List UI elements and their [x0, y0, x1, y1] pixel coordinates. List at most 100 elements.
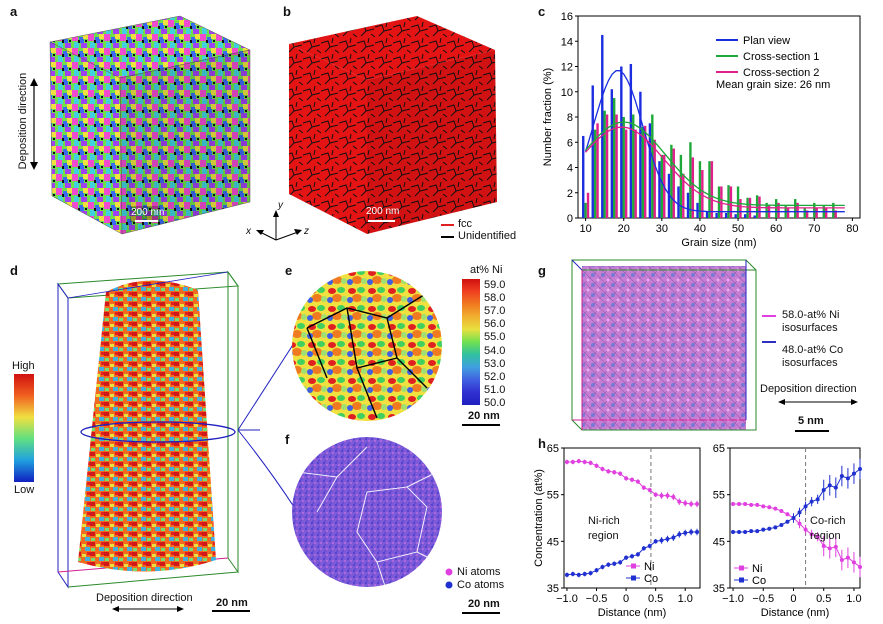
data-point — [683, 531, 687, 535]
x-tick-label: −0.5 — [586, 593, 608, 605]
colorbar-tick-e: 59.0 — [484, 279, 505, 291]
legend-ni-isosurfaces: 58.0-at% Ni isosurfaces — [782, 309, 872, 335]
x-tick-label: −0.5 — [752, 593, 774, 605]
colorbar-e — [462, 279, 480, 405]
y-tick-label: 2 — [567, 188, 573, 200]
data-point — [689, 502, 693, 506]
data-point — [654, 493, 658, 497]
data-point — [761, 528, 765, 532]
data-point — [577, 573, 581, 577]
data-point — [642, 546, 646, 550]
data-point — [816, 497, 820, 501]
data-point — [624, 556, 628, 560]
data-point — [858, 565, 862, 569]
data-point — [606, 563, 610, 567]
legend-label: Co — [644, 573, 658, 585]
data-point — [665, 537, 669, 541]
legend-label: Plan view — [743, 35, 790, 47]
data-point — [589, 571, 593, 575]
legend-ni-atoms: Ni atoms — [457, 566, 500, 578]
data-point — [660, 538, 664, 542]
bar — [804, 208, 806, 218]
data-point — [743, 502, 747, 506]
colorbar-tick-e: 51.0 — [484, 384, 505, 396]
y-tick-label: 10 — [561, 87, 573, 99]
colorbar-tick-e: 58.0 — [484, 292, 505, 304]
ni-concentration-map-e — [287, 268, 447, 428]
x-tick-label: 1.0 — [846, 593, 861, 605]
deposition-direction-label-g: Deposition direction — [760, 383, 857, 395]
bar — [756, 195, 758, 218]
data-point — [642, 486, 646, 490]
x-tick-label: 10 — [579, 223, 591, 235]
bar — [603, 111, 605, 218]
y-tick-label: 8 — [567, 112, 573, 124]
bar — [687, 193, 689, 218]
data-point — [767, 505, 771, 509]
legend-swatches-b — [440, 218, 456, 244]
bar — [651, 114, 653, 218]
data-point — [822, 488, 826, 492]
data-point — [577, 459, 581, 463]
ebsd-cube-a — [40, 6, 280, 238]
y-tick-label: 12 — [561, 62, 573, 74]
colorbar-title-e: at% Ni — [470, 264, 502, 276]
bar — [661, 155, 663, 218]
data-point — [571, 572, 575, 576]
isosurface-box-g — [570, 258, 758, 438]
data-point — [834, 545, 838, 549]
x-axis-label: Distance (nm) — [761, 607, 829, 619]
bar — [744, 214, 746, 218]
mean-grain-size-annotation: Mean grain size: 26 nm — [716, 79, 830, 91]
data-point — [852, 560, 856, 564]
colorbar-tick-e: 54.0 — [484, 345, 505, 357]
bar — [715, 213, 717, 218]
bar — [623, 117, 625, 218]
bar — [592, 85, 594, 218]
data-point — [737, 502, 741, 506]
legend-dots-f — [444, 566, 456, 594]
data-point — [828, 483, 832, 487]
arrow-horizontal-g — [778, 397, 858, 407]
x-tick-label: 0 — [623, 593, 629, 605]
data-point — [846, 476, 850, 480]
colorbar-tick-e: 50.0 — [484, 397, 505, 409]
bar — [708, 161, 710, 218]
legend-lines-g — [760, 308, 780, 348]
data-point — [834, 486, 838, 490]
legend-label: Cross-section 2 — [743, 67, 819, 79]
data-point — [761, 504, 765, 508]
region-label-co-rich: Co-rich region — [810, 514, 860, 544]
data-point — [749, 529, 753, 533]
data-point — [565, 460, 569, 464]
data-point — [755, 529, 759, 533]
panel-label-d: d — [10, 263, 18, 278]
data-point — [565, 573, 569, 577]
scale-bar-d — [212, 610, 250, 612]
axis-x-label: x — [246, 226, 251, 237]
data-point — [743, 530, 747, 534]
fcc-cube-b — [285, 6, 535, 238]
x-tick-label: 1.0 — [678, 593, 693, 605]
data-point — [773, 507, 777, 511]
legend-unidentified: Unidentified — [458, 230, 516, 242]
bar — [615, 114, 617, 218]
data-point — [636, 480, 640, 484]
bar — [711, 161, 713, 218]
data-point — [630, 554, 634, 558]
bar — [739, 199, 741, 218]
data-point — [595, 568, 599, 572]
bar — [634, 130, 636, 218]
data-point — [689, 530, 693, 534]
arrow-horizontal-d — [112, 604, 184, 614]
colorbar-tick-e: 55.0 — [484, 331, 505, 343]
x-tick-label: 80 — [846, 223, 858, 235]
x-tick-label: −1.0 — [722, 593, 744, 605]
data-point — [695, 502, 699, 506]
bar — [677, 186, 679, 218]
data-point — [665, 494, 669, 498]
data-point — [731, 530, 735, 534]
x-axis-label: Grain size (nm) — [681, 237, 756, 249]
data-point — [677, 532, 681, 536]
bar — [587, 193, 589, 218]
